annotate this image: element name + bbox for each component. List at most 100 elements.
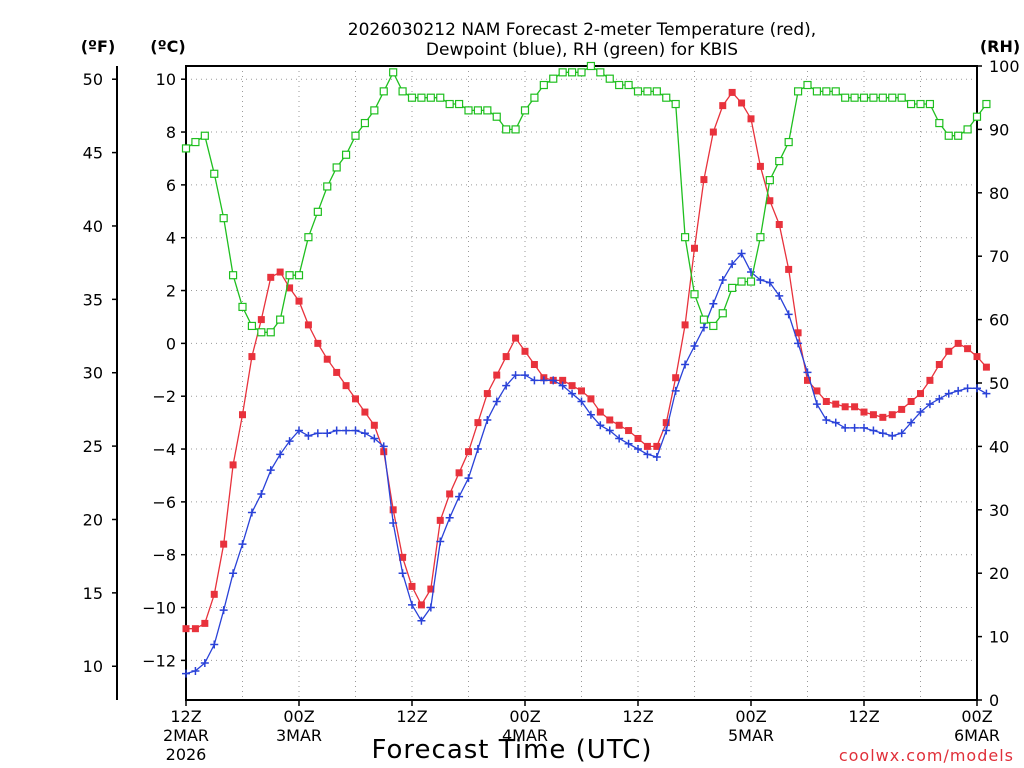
dewpoint-point bbox=[210, 640, 219, 649]
fahrenheit-tick-label: 40 bbox=[83, 217, 103, 236]
x-tick-label-time: 00Z bbox=[735, 707, 766, 726]
x-tick-label-time: 00Z bbox=[961, 707, 992, 726]
temperature-point bbox=[182, 625, 190, 633]
x-tick-label-time: 12Z bbox=[848, 707, 879, 726]
celsius-tick-label: −12 bbox=[142, 651, 176, 670]
x-tick-label-date: 5MAR bbox=[728, 726, 774, 745]
temperature-point bbox=[898, 405, 906, 413]
rh-point bbox=[784, 137, 793, 147]
dewpoint-point bbox=[323, 429, 332, 438]
rh-tick-label: 30 bbox=[989, 501, 1009, 520]
dewpoint-point bbox=[389, 519, 398, 528]
axes: −12 −10 −8 −6 −4 −2 0 2 4 6 8 10 10 15 20 25 30 35 40 45 50 0… bbox=[83, 57, 1020, 764]
dewpoint-point bbox=[219, 606, 228, 615]
rh-unit-label: (RH) bbox=[980, 37, 1020, 56]
temperature-point bbox=[691, 244, 698, 252]
rh-point bbox=[954, 131, 963, 140]
rh-point bbox=[407, 93, 417, 102]
temperature-point bbox=[333, 368, 341, 376]
dewpoint-point bbox=[822, 415, 831, 424]
dewpoint-point bbox=[662, 426, 671, 435]
dewpoint-point bbox=[229, 569, 238, 578]
rh-point bbox=[228, 271, 238, 280]
dewpoint-point bbox=[408, 600, 416, 609]
temperature-point bbox=[521, 347, 529, 355]
rh-point bbox=[332, 163, 341, 172]
rh-point bbox=[247, 321, 257, 331]
dewpoint-point bbox=[502, 381, 511, 390]
dewpoint-point bbox=[888, 431, 897, 440]
data-series bbox=[181, 61, 991, 678]
temperature-point bbox=[436, 516, 444, 524]
dewpoint-point bbox=[200, 659, 209, 668]
x-tick-label-date: 3MAR bbox=[276, 726, 322, 745]
celsius-tick-label: 2 bbox=[166, 282, 176, 301]
rh-point bbox=[370, 106, 379, 115]
temperature-point bbox=[427, 585, 435, 593]
chart-title: 2026030212 NAM Forecast 2-meter Temperat… bbox=[348, 20, 816, 40]
rh-point bbox=[850, 93, 859, 102]
rh-point bbox=[549, 74, 558, 83]
rh-point bbox=[304, 233, 313, 242]
rh-tick-label: 20 bbox=[989, 564, 1009, 583]
temperature-point bbox=[220, 540, 228, 548]
temperature-point bbox=[210, 590, 218, 598]
temperature-point bbox=[935, 361, 943, 369]
temperature-point bbox=[512, 334, 520, 342]
celsius-tick-label: 6 bbox=[166, 176, 176, 195]
dewpoint-point bbox=[191, 666, 200, 675]
temperature-point bbox=[446, 490, 454, 498]
temperature-point bbox=[248, 353, 256, 361]
dewpoint-point bbox=[634, 445, 642, 454]
rh-point bbox=[690, 290, 699, 299]
temperature-point bbox=[747, 115, 755, 123]
rh-point bbox=[520, 106, 530, 115]
temperature-point bbox=[483, 390, 491, 398]
temperature-point bbox=[474, 419, 482, 427]
dewpoint-point bbox=[831, 418, 840, 427]
rh-point bbox=[294, 271, 304, 280]
temperature-point bbox=[304, 321, 312, 329]
rh-point bbox=[276, 315, 285, 324]
dewpoint-point bbox=[784, 310, 793, 319]
temperature-point bbox=[634, 434, 642, 442]
dewpoint-point bbox=[586, 410, 595, 419]
dewpoint-point bbox=[850, 423, 859, 432]
rh-point bbox=[445, 99, 454, 109]
dewpoint-point bbox=[539, 376, 548, 385]
dewpoint-point bbox=[521, 371, 529, 380]
dewpoint-point bbox=[907, 418, 916, 427]
rh-point bbox=[539, 80, 548, 90]
dewpoint-point bbox=[652, 452, 661, 461]
celsius-tick-label: 10 bbox=[156, 70, 176, 89]
dewpoint-point bbox=[351, 426, 360, 435]
x-tick-label-year: 2026 bbox=[166, 745, 207, 764]
dewpoint-point bbox=[954, 386, 963, 395]
dewpoint-point bbox=[860, 423, 868, 432]
rh-point bbox=[972, 112, 982, 121]
rh-point bbox=[426, 93, 435, 102]
dewpoint-point bbox=[605, 426, 614, 435]
dewpoint-line bbox=[185, 252, 987, 675]
celsius-tick-label: −8 bbox=[152, 546, 176, 565]
grid-lines bbox=[186, 66, 977, 700]
fahrenheit-tick-label: 15 bbox=[83, 584, 103, 603]
temperature-point bbox=[681, 321, 689, 329]
dewpoint-point bbox=[295, 426, 303, 435]
rh-point bbox=[615, 80, 624, 90]
temperature-point bbox=[822, 397, 830, 405]
temperature-point bbox=[738, 99, 746, 107]
temperature-point bbox=[728, 88, 736, 96]
x-tick-label-date: 6MAR bbox=[954, 726, 1000, 745]
rh-point bbox=[379, 87, 388, 96]
temperature-point bbox=[643, 442, 651, 450]
rh-point bbox=[831, 87, 840, 96]
rh-point bbox=[916, 99, 925, 109]
dewpoint-point bbox=[765, 278, 774, 287]
temperature-series bbox=[182, 88, 990, 633]
dewpoint-point bbox=[464, 474, 473, 483]
temperature-point bbox=[606, 416, 614, 424]
dewpoint-point bbox=[841, 423, 850, 432]
dewpoint-point bbox=[455, 492, 464, 501]
